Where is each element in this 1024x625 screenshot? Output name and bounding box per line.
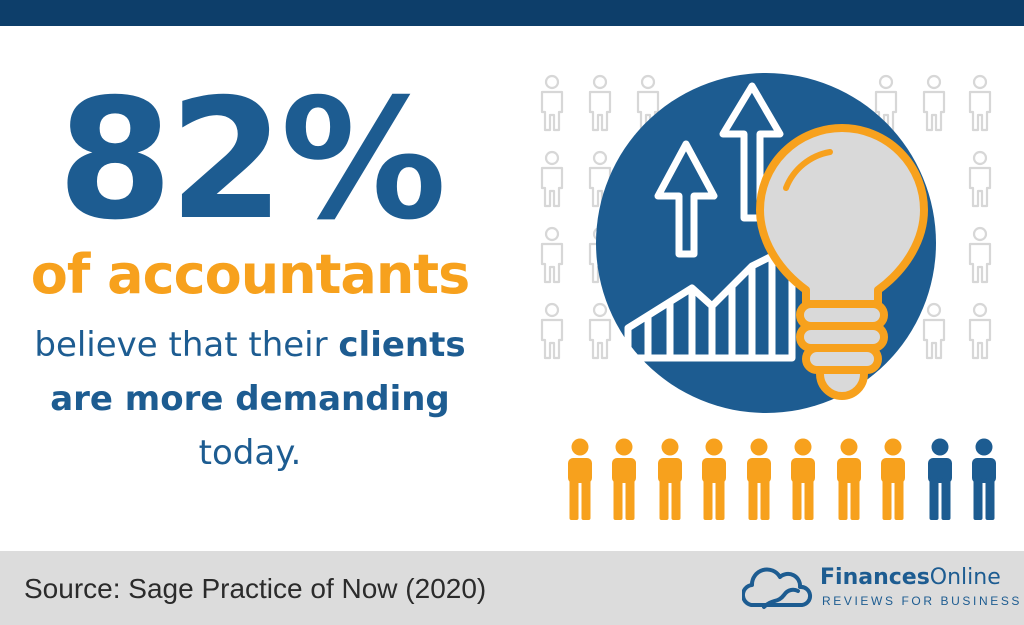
description-emphasis: clients (338, 325, 466, 365)
financesonline-logo[interactable]: FinancesOnline REVIEWS FOR BUSINESS (742, 563, 1019, 615)
description-text: believe that their (34, 325, 339, 365)
brand-tagline: REVIEWS FOR BUSINESS (822, 594, 1023, 608)
description-line-1: believe that their clients (0, 318, 500, 372)
description-line-3: today. (198, 433, 302, 473)
lightbulb-icon (756, 124, 928, 400)
source-citation: Source: Sage Practice of Now (2020) (24, 573, 487, 604)
description-line-2: are more demanding (50, 379, 450, 419)
top-banner (0, 0, 1024, 26)
stat-percentage: 82% (57, 64, 446, 257)
bar-chart-icon (624, 242, 796, 362)
footer-bar: Source: Sage Practice of Now (2020) Fina… (0, 551, 1024, 625)
stat-headline: of accountants (30, 243, 471, 306)
infographic-illustration (540, 73, 996, 520)
brand-name: FinancesOnline (820, 565, 1001, 590)
cloud-logo-icon (742, 567, 812, 609)
stat-description: believe that their clients are more dema… (0, 318, 500, 480)
people-row (568, 438, 996, 520)
